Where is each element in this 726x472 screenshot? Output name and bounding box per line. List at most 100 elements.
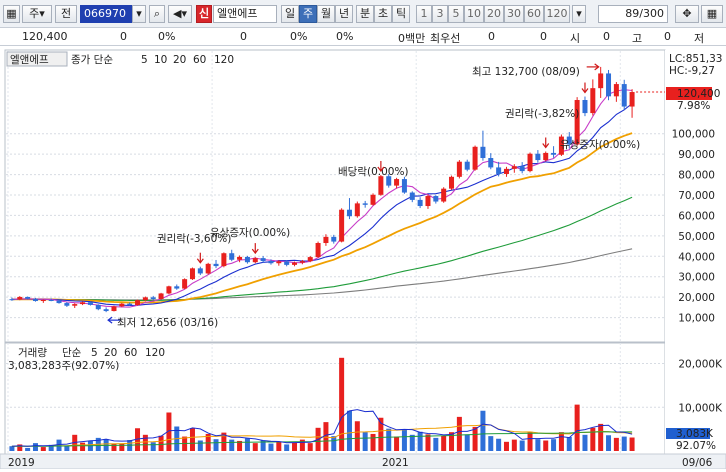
price-tick-label: 40,000 <box>678 251 715 263</box>
vol-ma60-legend: 60 <box>124 347 137 359</box>
interval-3-button[interactable]: 3 <box>432 5 448 23</box>
high-label: 고 <box>632 32 643 45</box>
candle-body <box>354 203 360 217</box>
ma10-legend: 10 <box>154 54 167 66</box>
volume-bar <box>449 432 455 451</box>
period-year-button[interactable]: 년 <box>335 5 353 23</box>
candle-body <box>252 258 258 263</box>
volume-bar <box>378 417 384 451</box>
volume-bar <box>142 434 148 451</box>
candle-body <box>519 166 525 172</box>
ma20-legend: 20 <box>173 54 186 66</box>
candle-body <box>543 152 549 161</box>
candle-body <box>394 179 400 186</box>
chevron-down-icon: ▾ <box>136 7 142 20</box>
candle-body <box>362 203 368 205</box>
dividend-annotation: 배당락(0.00%) <box>338 166 409 178</box>
candle-body <box>551 152 557 155</box>
candle-body <box>119 303 125 307</box>
period-day-button[interactable]: 일 <box>281 5 299 23</box>
chart-area[interactable]: 100,000 90,000 80,000 70,000 60,000 50,000 40,… <box>0 47 726 470</box>
volume-ma5-line <box>11 409 633 447</box>
vol-ma5-legend: 5 <box>91 347 98 359</box>
volume-bar <box>64 445 70 451</box>
search-icon[interactable]: ⌕ <box>149 5 165 23</box>
interval-1-button[interactable]: 1 <box>416 5 432 23</box>
price-tick-label: 80,000 <box>678 170 715 182</box>
period-second-button[interactable]: 초 <box>374 5 392 23</box>
speaker-icon[interactable]: ◀▾ <box>168 5 192 23</box>
volume-bar <box>370 433 376 451</box>
volume-bar <box>480 410 486 451</box>
volume-bar <box>48 444 54 451</box>
candle-body <box>425 196 431 207</box>
candle-body <box>401 179 407 193</box>
candle-body <box>511 166 517 169</box>
volume-panel-frame <box>4 342 666 455</box>
chevron-down-icon[interactable]: ▾ <box>572 5 586 23</box>
candle-body <box>496 167 502 174</box>
interval-5-button[interactable]: 5 <box>448 5 464 23</box>
candle-body <box>182 279 188 289</box>
volume-bar <box>417 431 423 451</box>
candle-body <box>87 302 93 305</box>
candle-body <box>32 298 38 302</box>
priority-label: 최우선 <box>430 32 461 45</box>
interval-30-button[interactable]: 30 <box>504 5 524 23</box>
volume-bar <box>535 439 541 451</box>
volume-bar <box>80 442 86 451</box>
volume-bar <box>527 431 533 451</box>
volume-bar <box>346 410 352 451</box>
current-volume-label: 3,083K <box>676 428 714 440</box>
open-label: 시 <box>570 32 581 45</box>
change-percent: 0% <box>158 30 176 43</box>
stock-tag-box[interactable] <box>6 51 68 67</box>
stock-code-input[interactable]: 066970 <box>80 5 132 23</box>
chart-type-icon[interactable]: ▦ <box>3 5 20 23</box>
market-select[interactable]: 주▾ <box>22 5 52 23</box>
volume-bar <box>135 428 141 451</box>
volume-bar <box>244 438 250 451</box>
trade-value: 0백만 <box>398 32 426 45</box>
interval-120-button[interactable]: 120 <box>544 5 570 23</box>
stock-name-field[interactable]: 엘앤에프 <box>213 5 277 23</box>
indicator-label: 종가 단순 <box>71 54 113 66</box>
new-badge[interactable]: 신 <box>196 5 212 23</box>
current-volume-percent: 92.07% <box>676 440 716 452</box>
grid-icon[interactable]: ▦ <box>701 5 723 23</box>
rights-annotation-2: 권리락(-3,82%) <box>505 108 579 120</box>
settings-icon[interactable]: ✥ <box>675 5 699 23</box>
price-tick-label: 60,000 <box>678 210 715 222</box>
display-count-field[interactable]: 89/300 <box>598 5 668 23</box>
event-arrow-head <box>377 166 385 172</box>
volume-bar <box>606 435 612 451</box>
volume-layer <box>9 357 635 451</box>
volume-bar <box>519 440 525 451</box>
volume-bar <box>268 443 274 451</box>
high-value: 0 <box>664 30 671 43</box>
volume-bar <box>276 441 282 451</box>
period-tick-button[interactable]: 틱 <box>392 5 410 23</box>
open-value: 0 <box>603 30 610 43</box>
period-minute-button[interactable]: 분 <box>356 5 374 23</box>
interval-60-button[interactable]: 60 <box>524 5 544 23</box>
volume-value: 0 <box>240 30 247 43</box>
code-dropdown-button[interactable]: ▾ <box>132 5 146 23</box>
period-month-button[interactable]: 월 <box>317 5 335 23</box>
capital-increase-annotation-2: 유상증자(0.00%) <box>560 139 640 151</box>
interval-10-button[interactable]: 10 <box>464 5 484 23</box>
candle-body <box>174 286 180 289</box>
candle-body <box>598 73 604 89</box>
volume-bar <box>284 444 290 451</box>
interval-20-button[interactable]: 20 <box>484 5 504 23</box>
volume-bar <box>119 444 125 451</box>
candle-body <box>441 188 447 202</box>
type-select[interactable]: 전 <box>55 5 77 23</box>
period-week-button[interactable]: 주 <box>299 5 317 23</box>
stock-chart-svg[interactable]: 100,000 90,000 80,000 70,000 60,000 50,000 40,… <box>0 47 726 470</box>
stock-tag-label: 엘앤에프 <box>10 53 49 66</box>
volume-bar <box>503 441 509 451</box>
current-price-box <box>666 87 712 100</box>
volume-bar <box>339 357 345 451</box>
candle-body <box>205 263 211 274</box>
